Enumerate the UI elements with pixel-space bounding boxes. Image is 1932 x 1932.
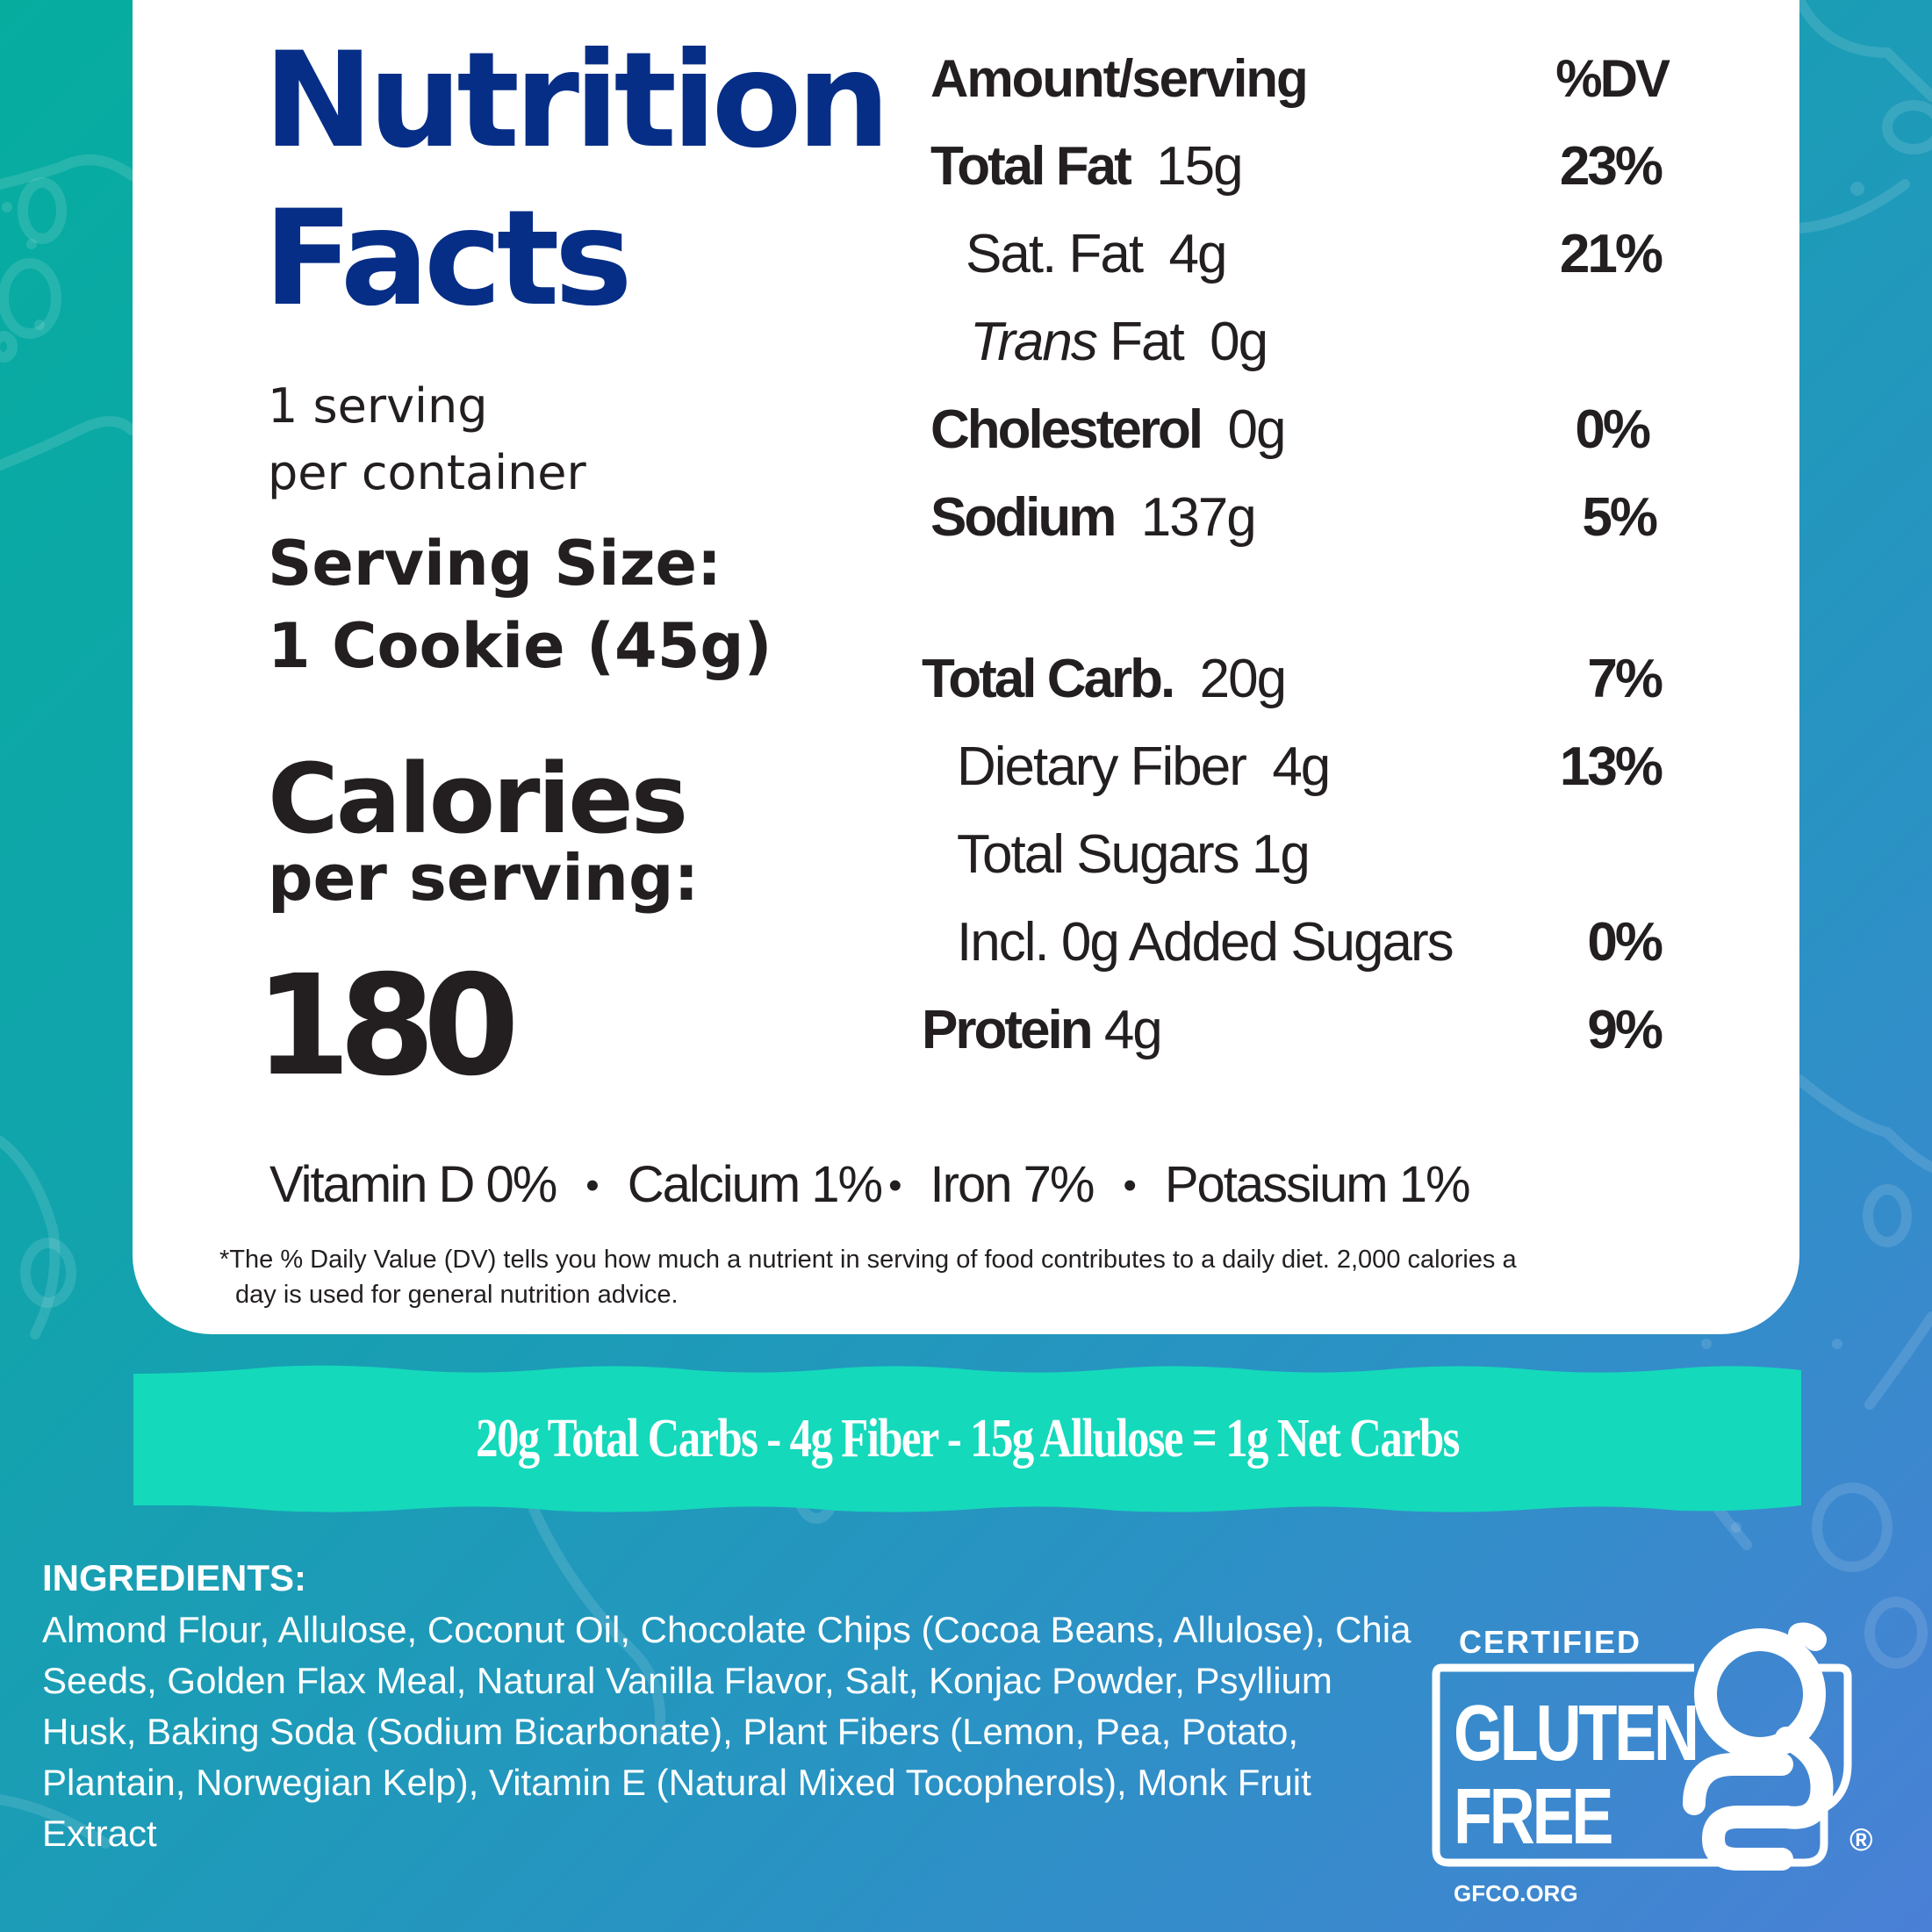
nutrient-name: Total Sugars [957, 824, 1240, 885]
serving-size-value: 1 Cookie (45g) [268, 610, 772, 682]
nutrient-amount: 0g [1227, 399, 1287, 460]
serving-size-label: Serving Size: [268, 528, 722, 600]
nutrient-name: Fat [1110, 312, 1185, 372]
wave-bottom-edge [133, 1502, 1801, 1512]
potassium: Potassium 1% [1164, 1156, 1471, 1213]
badge-gluten-text: GLUTEN [1454, 1690, 1699, 1778]
nutrient-dv: 0% [1587, 912, 1663, 973]
nutrient-name: Incl. 0g Added Sugars [957, 912, 1454, 973]
nutrient-row-total-fat: Total Fat 15g 23% [922, 132, 1668, 202]
wave-top-edge [133, 1365, 1801, 1377]
nutrient-dv: 0% [1575, 399, 1651, 460]
nutrient-amount: 20g [1199, 649, 1287, 709]
servings-per-container: 1 serving per container [268, 373, 586, 506]
nutrition-facts-card [133, 0, 1799, 1334]
registered-trademark-icon: ® [1849, 1821, 1873, 1857]
nutrient-name: Dietary Fiber [957, 736, 1247, 797]
servings-line-1: 1 serving [268, 378, 488, 434]
bullet-separator: • [888, 1164, 901, 1207]
nutrient-dv: 13% [1559, 736, 1663, 797]
calories-per-serving-label: per serving: [268, 841, 700, 915]
title-line-facts: Facts [263, 183, 633, 335]
nutrient-row-sodium: Sodium 137g 5% [922, 483, 1668, 553]
vitamins-minerals-line: Vitamin D 0% • Calcium 1% • Iron 7% • Potassiu… [269, 1150, 1471, 1221]
nutrient-row-added-sugars: Incl. 0g Added Sugars 0% [922, 908, 1668, 978]
header-amount: Amount/serving [930, 49, 1309, 108]
footnote-line-1: *The % Daily Value (DV) tells you how mu… [219, 1246, 1517, 1274]
nutrient-name: Sat. Fat [966, 224, 1144, 284]
bullet-separator: • [585, 1164, 599, 1207]
nutrient-amount: 15g [1156, 136, 1243, 197]
ingredients-heading: INGREDIENTS: [42, 1557, 307, 1598]
table-header: Amount/serving %DV [922, 44, 1670, 114]
serving-size: Serving Size: 1 Cookie (45g) [268, 522, 772, 687]
calories-label: Calories [268, 743, 688, 855]
net-carbs-banner: 20g Total Carbs - 4g Fiber - 15g Allulos… [133, 1365, 1801, 1512]
nutrition-facts-title: Nutrition Facts [263, 25, 890, 351]
nutrient-row-total-carb: Total Carb. 20g 7% [922, 644, 1668, 715]
calories-value: 180 [255, 945, 520, 1107]
nutrient-name: Protein [922, 1000, 1094, 1060]
net-carbs-equation: 20g Total Carbs - 4g Fiber - 15g Allulos… [476, 1409, 1460, 1469]
servings-line-2: per container [268, 445, 586, 500]
header-dv: %DV [1555, 49, 1670, 108]
nutrient-amount: 4g [1103, 1000, 1163, 1060]
nutrient-name: Sodium [930, 487, 1117, 548]
daily-value-footnote: *The % Daily Value (DV) tells you how mu… [219, 1242, 1712, 1312]
iron: Iron 7% [930, 1156, 1095, 1213]
nutrient-amount: 4g [1168, 224, 1228, 284]
nutrient-row-sat-fat: Sat. Fat 4g 21% [922, 219, 1668, 290]
certified-gluten-free-badge: CERTIFIED GLUTEN FREE ® GFCO.ORG [1431, 1606, 1887, 1907]
nutrient-amount: 4g [1272, 736, 1331, 797]
badge-certified-text: CERTIFIED [1459, 1624, 1642, 1660]
nutrient-dv: 7% [1587, 649, 1663, 709]
nutrient-dv: 21% [1559, 224, 1663, 284]
nutrient-amount: 1g [1251, 824, 1311, 885]
nutrient-name: Total Carb. [922, 649, 1175, 709]
calcium: Calcium 1% [627, 1156, 883, 1213]
footnote-line-2: day is used for general nutrition advice… [235, 1281, 679, 1309]
ingredients-list: Almond Flour, Allulose, Coconut Oil, Cho… [42, 1609, 1411, 1854]
nutrient-name: Cholesterol [930, 399, 1203, 460]
nutrient-row-total-sugars: Total Sugars 1g [922, 820, 1668, 890]
nutrient-name-italic: Trans [970, 312, 1098, 372]
badge-url-text: GFCO.ORG [1454, 1880, 1578, 1907]
nutrient-dv: 23% [1559, 136, 1663, 197]
nutrient-row-cholesterol: Cholesterol 0g 0% [922, 395, 1668, 465]
nutrient-row-dietary-fiber: Dietary Fiber 4g 13% [922, 732, 1668, 802]
nutrient-row-protein: Protein 4g 9% [922, 995, 1668, 1066]
nutrient-amount: 137g [1140, 487, 1257, 548]
vitamin-d: Vitamin D 0% [269, 1156, 557, 1213]
nutrient-row-trans-fat: Trans Fat 0g [922, 307, 1668, 377]
nutrient-name: Total Fat [930, 136, 1132, 197]
gfco-g-logo-icon [1432, 1622, 1852, 1871]
nutrient-dv: 5% [1582, 487, 1658, 548]
nutrient-amount: 0g [1210, 312, 1268, 372]
nutrient-dv: 9% [1587, 1000, 1663, 1060]
badge-free-text: FREE [1454, 1773, 1613, 1861]
bullet-separator: • [1123, 1164, 1136, 1207]
title-line-nutrition: Nutrition [263, 25, 890, 177]
